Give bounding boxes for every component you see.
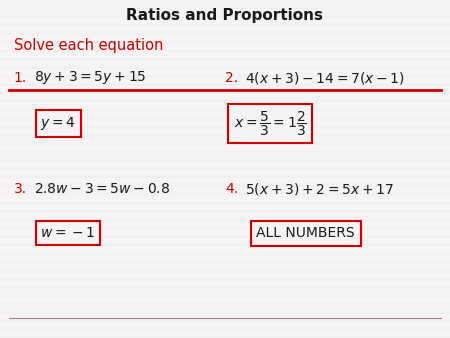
- Text: 2.: 2.: [225, 71, 238, 85]
- Text: $4(x+3)-14=7(x-1)$: $4(x+3)-14=7(x-1)$: [245, 70, 405, 86]
- Text: $x=\dfrac{5}{3}=1\dfrac{2}{3}$: $x=\dfrac{5}{3}=1\dfrac{2}{3}$: [234, 109, 307, 138]
- Text: $w=-1$: $w=-1$: [40, 226, 95, 240]
- Text: 4.: 4.: [225, 182, 238, 196]
- Text: $8y+3=5y+15$: $8y+3=5y+15$: [34, 69, 146, 86]
- Text: Solve each equation: Solve each equation: [14, 38, 163, 53]
- Text: Ratios and Proportions: Ratios and Proportions: [126, 8, 324, 23]
- Text: ALL NUMBERS: ALL NUMBERS: [256, 226, 355, 240]
- Text: $2.8w-3=5w-0.8$: $2.8w-3=5w-0.8$: [34, 182, 170, 196]
- Text: 3.: 3.: [14, 182, 27, 196]
- Text: 1.: 1.: [14, 71, 27, 85]
- Text: $5(x+3)+2=5x+17$: $5(x+3)+2=5x+17$: [245, 181, 394, 197]
- Text: $y=4$: $y=4$: [40, 115, 76, 132]
